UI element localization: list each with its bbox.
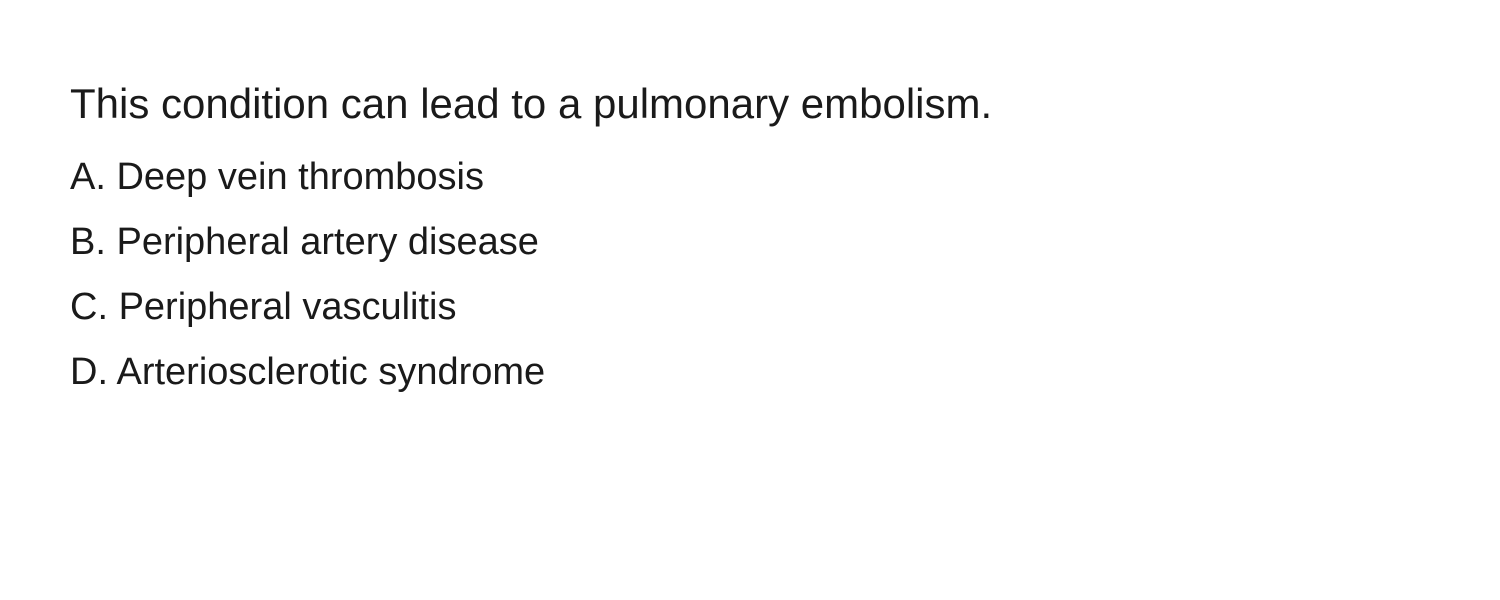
question-text: This condition can lead to a pulmonary e… <box>70 80 1430 128</box>
option-label: A. <box>70 156 106 198</box>
option-b[interactable]: B. Peripheral artery disease <box>70 221 1430 264</box>
option-a[interactable]: A. Deep vein thrombosis <box>70 156 1430 199</box>
option-d[interactable]: D. Arteriosclerotic syndrome <box>70 351 1430 394</box>
option-text: Arteriosclerotic syndrome <box>116 351 545 393</box>
option-c[interactable]: C. Peripheral vasculitis <box>70 286 1430 329</box>
option-label: C. <box>70 286 108 328</box>
option-text: Peripheral artery disease <box>116 221 538 263</box>
option-text: Deep vein thrombosis <box>116 156 484 198</box>
option-label: D. <box>70 351 108 393</box>
option-label: B. <box>70 221 106 263</box>
option-text: Peripheral vasculitis <box>119 286 457 328</box>
